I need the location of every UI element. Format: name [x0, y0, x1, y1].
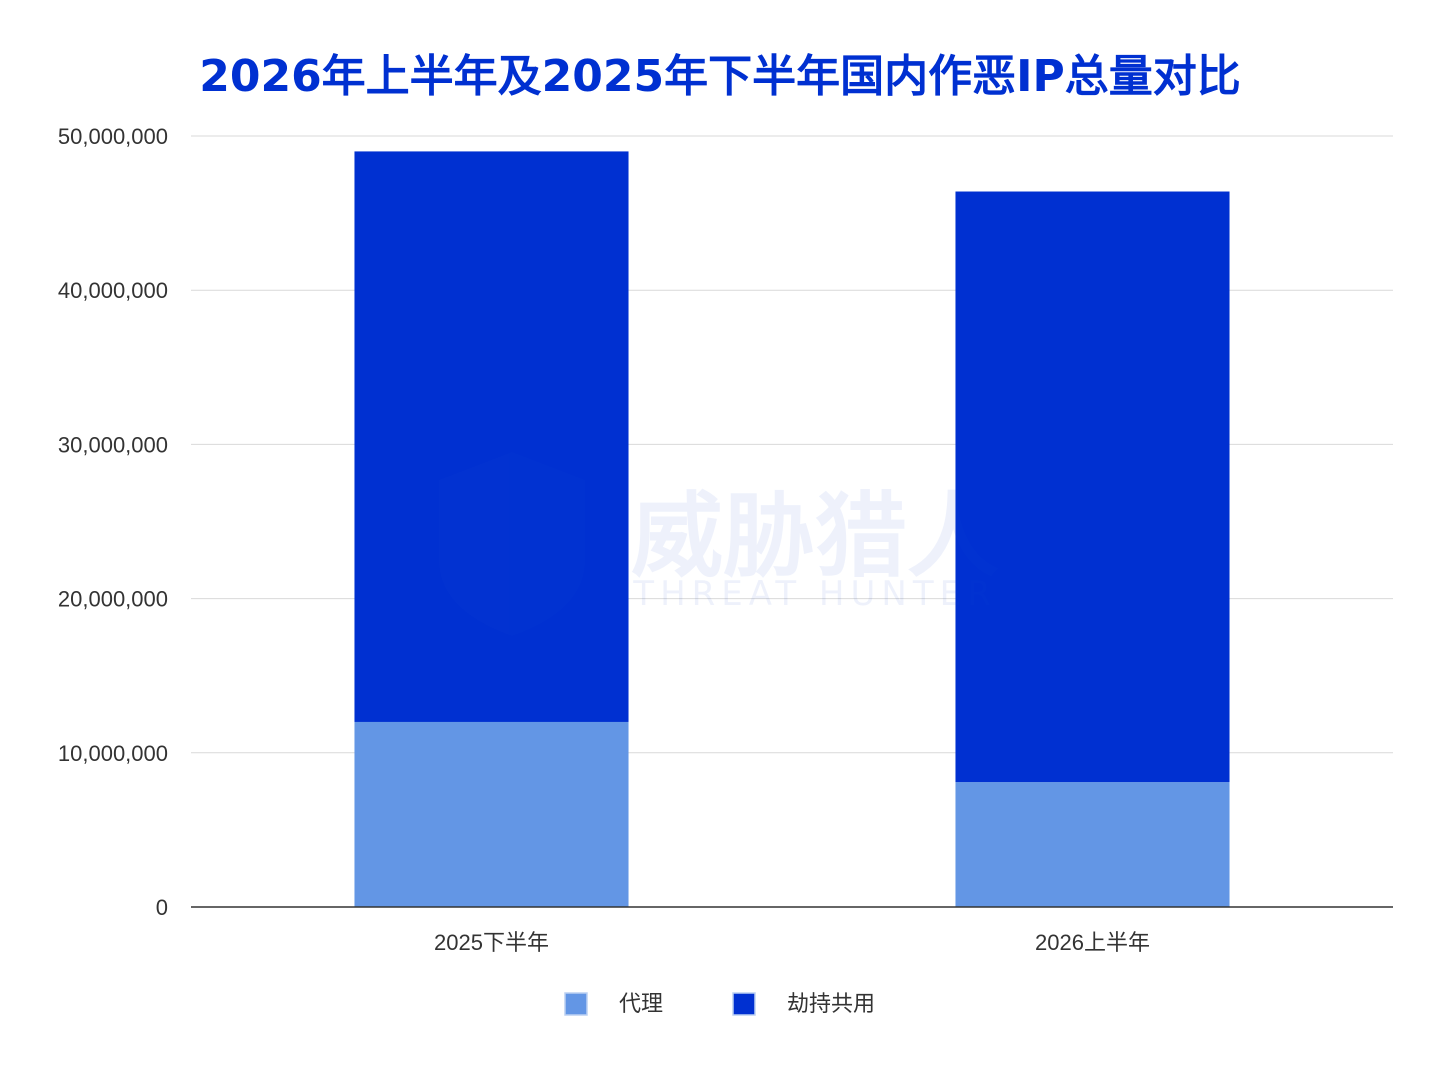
bars — [354, 151, 1230, 907]
threat-hunter-watermark: 威胁猎人 THREAT HUNTER — [439, 452, 999, 636]
legend-label: 代理 — [619, 991, 663, 1016]
legend-swatch — [732, 992, 756, 1016]
bar-1-series-0 — [955, 782, 1230, 907]
legend-label: 劫持共用 — [787, 991, 875, 1016]
chart-title: 2026年上半年及2025年下半年国内作恶IP总量对比 — [199, 51, 1241, 102]
legend: 代理 劫持共用 — [564, 991, 875, 1016]
x-tick-label: 2025下半年 — [434, 930, 549, 955]
bar-0-series-1 — [354, 151, 629, 722]
legend-swatch — [564, 992, 588, 1016]
y-tick-label: 10,000,000 — [58, 741, 168, 766]
x-tick-label: 2026上半年 — [1035, 930, 1150, 955]
y-tick-label: 30,000,000 — [58, 432, 168, 457]
y-tick-label: 40,000,000 — [58, 278, 168, 303]
watermark-brand-en: THREAT HUNTER — [632, 574, 996, 614]
y-axis-tick-labels: 0 10,000,000 20,000,000 30,000,000 40,000,00… — [58, 124, 168, 920]
bar-0-series-0 — [354, 721, 629, 907]
watermark-brand: 威胁猎人 — [631, 483, 999, 590]
shield-icon — [439, 452, 585, 636]
x-axis-tick-labels: 2025下半年 2026上半年 — [434, 930, 1150, 955]
y-tick-label: 20,000,000 — [58, 587, 168, 612]
y-tick-label: 0 — [156, 895, 168, 920]
bar-1-series-1 — [955, 191, 1230, 783]
y-tick-label: 50,000,000 — [58, 124, 168, 149]
